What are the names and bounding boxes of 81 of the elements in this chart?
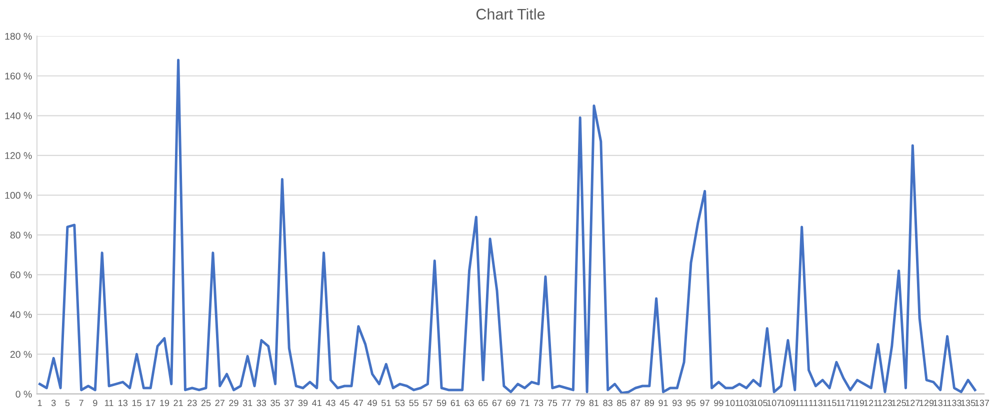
x-tick-label: 93 [672, 400, 682, 406]
x-tick-label: 29 [229, 400, 238, 406]
x-tick-label: 57 [423, 400, 432, 406]
x-tick-label: 91 [658, 400, 668, 406]
x-tick-label: 117 [836, 400, 850, 406]
x-tick-label: 27 [215, 400, 224, 406]
y-tick-label: 0 % [16, 390, 32, 398]
x-tick-label: 31 [242, 400, 252, 406]
x-tick-label: 97 [700, 400, 710, 406]
x-tick-label: 131 [934, 400, 948, 406]
y-tick-label: 80 % [10, 232, 32, 239]
x-tick-label: 67 [492, 400, 502, 406]
chart-title: Chart Title [476, 8, 545, 20]
x-tick-label: 127 [906, 400, 920, 406]
x-tick-label: 79 [576, 400, 585, 406]
x-tick-label: 111 [796, 400, 808, 406]
x-tick-label: 125 [892, 400, 906, 406]
x-tick-label: 135 [961, 400, 976, 406]
y-tick-label: 180 % [5, 32, 32, 40]
x-tick-label: 107 [767, 400, 782, 406]
x-tick-label: 5 [65, 400, 70, 406]
x-tick-label: 133 [947, 400, 962, 406]
x-tick-label: 119 [850, 400, 864, 406]
x-tick-label: 43 [326, 400, 336, 406]
x-tick-label: 65 [478, 400, 488, 406]
x-tick-label: 99 [714, 400, 724, 406]
x-tick-label: 59 [436, 400, 446, 406]
x-tick-label: 25 [201, 400, 211, 406]
x-tick-label: 39 [298, 400, 308, 406]
x-tick-label: 71 [520, 400, 530, 406]
x-tick-label: 87 [630, 400, 640, 406]
x-tick-label: 83 [603, 400, 612, 406]
x-tick-label: 85 [617, 400, 626, 406]
x-tick-label: 77 [562, 400, 571, 406]
x-tick-label: 51 [381, 400, 391, 406]
x-tick-label: 75 [548, 400, 558, 406]
x-tick-label: 47 [354, 400, 363, 406]
x-tick-label: 41 [312, 400, 322, 406]
x-tick-label: 121 [864, 400, 878, 406]
x-tick-label: 37 [284, 400, 294, 406]
x-tick-label: 45 [340, 400, 350, 406]
x-tick-label: 55 [409, 400, 418, 406]
x-tick-label: 109 [781, 400, 796, 406]
x-tick-label: 35 [270, 400, 280, 406]
x-tick-label: 95 [686, 400, 696, 406]
x-tick-label: 69 [506, 400, 516, 406]
x-tick-label: 13 [118, 400, 128, 406]
x-tick-label: 1 [38, 400, 42, 406]
x-tick-label: 21 [174, 400, 183, 406]
x-tick-label: 137 [975, 400, 990, 406]
x-tick-label: 123 [878, 400, 892, 406]
y-tick-label: 60 % [10, 271, 32, 278]
x-tick-label: 115 [823, 400, 836, 406]
y-tick-label: 20 % [10, 350, 32, 358]
x-tick-label: 11 [105, 400, 114, 406]
x-tick-label: 129 [920, 400, 934, 406]
x-tick-label: 105 [753, 400, 768, 406]
x-tick-label: 17 [146, 400, 156, 406]
x-tick-label: 9 [93, 400, 98, 406]
x-tick-label: 81 [589, 400, 599, 406]
x-tick-label: 101 [726, 400, 740, 406]
x-tick-label: 89 [644, 400, 654, 406]
x-tick-label: 113 [809, 400, 822, 406]
x-tick-label: 15 [132, 400, 142, 406]
x-tick-label: 7 [79, 400, 84, 406]
y-tick-label: 40 % [10, 311, 32, 318]
y-tick-label: 100 % [5, 192, 32, 199]
x-tick-label: 61 [450, 400, 460, 406]
x-tick-label: 33 [256, 400, 266, 406]
x-tick-label: 73 [534, 400, 544, 406]
y-tick-label: 120 % [5, 152, 32, 160]
x-tick-label: 23 [188, 400, 197, 406]
x-tick-label: 19 [160, 400, 170, 406]
y-tick-label: 140 % [5, 112, 32, 120]
y-tick-label: 160 % [5, 72, 32, 80]
x-tick-label: 49 [367, 400, 377, 406]
x-tick-label: 63 [464, 400, 474, 406]
x-tick-label: 3 [51, 400, 56, 406]
x-tick-label: 103 [740, 400, 754, 406]
x-tick-label: 53 [395, 400, 405, 406]
line-series [38, 58, 976, 394]
